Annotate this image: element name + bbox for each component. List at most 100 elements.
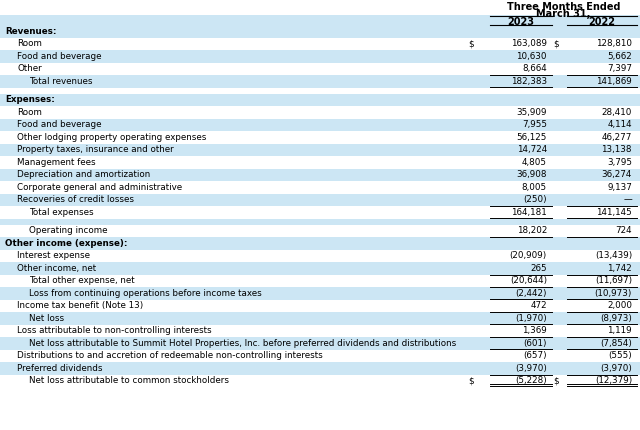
Text: Income tax benefit (Note 13): Income tax benefit (Note 13): [17, 301, 143, 310]
Text: Net loss attributable to Summit Hotel Properties, Inc. before preferred dividend: Net loss attributable to Summit Hotel Pr…: [29, 339, 456, 348]
Bar: [0, 274, 640, 287]
Bar: [0, 350, 640, 362]
Text: (10,973): (10,973): [595, 289, 632, 298]
Text: (2,442): (2,442): [515, 289, 547, 298]
Text: (20,909): (20,909): [509, 251, 547, 260]
Text: Other income, net: Other income, net: [17, 264, 96, 273]
Text: Loss from continuing operations before income taxes: Loss from continuing operations before i…: [29, 289, 262, 298]
Text: 8,005: 8,005: [522, 183, 547, 192]
Text: 1,369: 1,369: [522, 326, 547, 335]
Text: Expenses:: Expenses:: [5, 95, 55, 104]
Text: (250): (250): [524, 195, 547, 204]
Text: Revenues:: Revenues:: [5, 27, 56, 36]
Text: Loss attributable to non-controlling interests: Loss attributable to non-controlling int…: [17, 326, 212, 335]
Text: Management fees: Management fees: [17, 158, 95, 167]
Bar: [0, 37, 640, 50]
Text: 4,114: 4,114: [607, 120, 632, 129]
Text: (3,970): (3,970): [515, 364, 547, 373]
Bar: [0, 375, 640, 387]
Bar: [0, 144, 640, 156]
Text: 18,202: 18,202: [516, 226, 547, 235]
Text: Corporate general and administrative: Corporate general and administrative: [17, 183, 182, 192]
Bar: [0, 262, 640, 274]
Text: 13,138: 13,138: [602, 145, 632, 154]
Text: Net loss: Net loss: [29, 314, 64, 323]
Text: Total revenues: Total revenues: [29, 77, 93, 86]
Bar: [0, 181, 640, 194]
Bar: [0, 237, 640, 249]
Text: 141,869: 141,869: [596, 77, 632, 86]
Text: March 31,: March 31,: [536, 9, 591, 19]
Text: (13,439): (13,439): [595, 251, 632, 260]
Text: 3,795: 3,795: [607, 158, 632, 167]
Bar: [0, 206, 640, 218]
Text: 36,908: 36,908: [516, 170, 547, 179]
Bar: [0, 156, 640, 169]
Text: 36,274: 36,274: [602, 170, 632, 179]
Text: 2022: 2022: [589, 17, 616, 27]
Text: (555): (555): [608, 351, 632, 360]
Text: (1,970): (1,970): [515, 314, 547, 323]
Text: 35,909: 35,909: [516, 108, 547, 117]
Bar: [0, 218, 640, 224]
Text: —: —: [623, 195, 632, 204]
Text: (12,379): (12,379): [595, 376, 632, 385]
Bar: [0, 50, 640, 62]
Text: 4,805: 4,805: [522, 158, 547, 167]
Text: 10,630: 10,630: [516, 52, 547, 61]
Text: Interest expense: Interest expense: [17, 251, 90, 260]
Text: 265: 265: [531, 264, 547, 273]
Text: 9,137: 9,137: [607, 183, 632, 192]
Text: 472: 472: [531, 301, 547, 310]
Text: 163,089: 163,089: [511, 39, 547, 48]
Text: 8,664: 8,664: [522, 64, 547, 73]
Text: Other lodging property operating expenses: Other lodging property operating expense…: [17, 133, 206, 142]
Text: (3,970): (3,970): [600, 364, 632, 373]
Text: Total expenses: Total expenses: [29, 208, 93, 217]
Bar: [0, 194, 640, 206]
Text: Recoveries of credit losses: Recoveries of credit losses: [17, 195, 134, 204]
Text: 164,181: 164,181: [511, 208, 547, 217]
Text: $: $: [553, 39, 559, 48]
Text: $: $: [468, 376, 474, 385]
Text: Room: Room: [17, 39, 42, 48]
Text: Property taxes, insurance and other: Property taxes, insurance and other: [17, 145, 173, 154]
Bar: [0, 62, 640, 75]
Text: 46,277: 46,277: [602, 133, 632, 142]
Text: 2,000: 2,000: [607, 301, 632, 310]
Bar: [0, 300, 640, 312]
Text: (8,973): (8,973): [600, 314, 632, 323]
Text: 14,724: 14,724: [516, 145, 547, 154]
Text: 182,383: 182,383: [511, 77, 547, 86]
Text: (601): (601): [524, 339, 547, 348]
Text: 1,119: 1,119: [607, 326, 632, 335]
Text: 2023: 2023: [508, 17, 534, 27]
Text: Operating income: Operating income: [29, 226, 108, 235]
Bar: [0, 25, 640, 37]
Bar: [0, 169, 640, 181]
Bar: [0, 131, 640, 144]
Text: Food and beverage: Food and beverage: [17, 120, 102, 129]
Bar: [0, 362, 640, 375]
Bar: [0, 287, 640, 300]
Bar: [0, 75, 640, 87]
Text: 7,955: 7,955: [522, 120, 547, 129]
Text: 56,125: 56,125: [516, 133, 547, 142]
Text: (20,644): (20,644): [510, 276, 547, 285]
Text: $: $: [468, 39, 474, 48]
Text: 5,662: 5,662: [607, 52, 632, 61]
Bar: [0, 93, 640, 106]
Text: (657): (657): [524, 351, 547, 360]
Bar: [0, 249, 640, 262]
Bar: [0, 224, 640, 237]
Text: 1,742: 1,742: [607, 264, 632, 273]
Text: 28,410: 28,410: [602, 108, 632, 117]
Text: Depreciation and amortization: Depreciation and amortization: [17, 170, 150, 179]
Text: Food and beverage: Food and beverage: [17, 52, 102, 61]
Text: 128,810: 128,810: [596, 39, 632, 48]
Text: Preferred dividends: Preferred dividends: [17, 364, 102, 373]
Text: Other income (expense):: Other income (expense):: [5, 239, 127, 248]
Bar: [0, 15, 640, 25]
Text: 724: 724: [616, 226, 632, 235]
Bar: [0, 119, 640, 131]
